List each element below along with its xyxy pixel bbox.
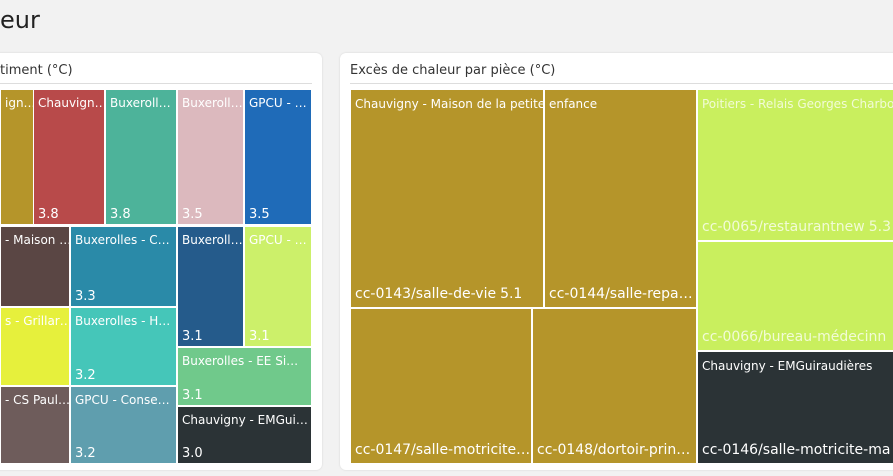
tile-label: Chauvigny - EMGui…: [182, 413, 308, 427]
tile-label-text: cc-0146/salle-motricite-ma: [702, 442, 891, 458]
tile-label-text: cc-0144/salle-repa…: [549, 286, 693, 302]
treemap-tile: cc-0148/dortoir-prin…: [532, 308, 697, 464]
treemap-tile: GPCU - … 3.5: [244, 89, 312, 225]
tile-label: Buxerolles - H…: [75, 314, 171, 328]
treemap-tile: GPCU - Conse… 3.2: [70, 386, 177, 464]
tile-label: GPCU - …: [249, 233, 307, 247]
treemap-tile: cc-0147/salle-motricite…: [350, 308, 532, 464]
tile-label: Buxeroll…: [182, 233, 243, 247]
tile-value: 3.0: [182, 446, 203, 461]
tile-label: GPCU - Conse…: [75, 393, 170, 407]
treemap-tile: cc-0146/salle-motricite-ma: [697, 351, 893, 464]
tile-label: Buxeroll…: [110, 96, 171, 110]
treemap-tile: cc-0143/salle-de-vie 5.1: [350, 89, 544, 308]
tile-label: Buxeroll…: [182, 96, 243, 110]
tile-label: cc-0143/salle-de-vie 5.1: [355, 286, 522, 302]
treemap-tile: cc-0144/salle-repa…: [544, 89, 697, 308]
tile-label: cc-0146/salle-motricite-ma: [702, 442, 890, 458]
tile-label: Buxerolles - EE Si…: [182, 354, 299, 368]
tile-value: 3.1: [249, 329, 270, 344]
page-title: eur: [0, 6, 40, 34]
tile-label: Buxerolles - C…: [75, 233, 170, 247]
tile-label: cc-0144/salle-repa…: [549, 286, 693, 302]
panel: Excès de chaleur par pièce (°C) cc-0143/…: [340, 53, 893, 470]
tile-label: cc-0066/bureau-médecinn: [702, 329, 886, 345]
divider: [0, 83, 312, 84]
tile-value: 3.1: [182, 388, 203, 403]
treemap-tile: cc-0065/restaurantnew 5.3: [697, 89, 893, 241]
tile-label-text: cc-0143/salle-de-vie: [355, 286, 497, 302]
treemap-tile: Chauvigny - EMGui… 3.0: [177, 406, 312, 464]
divider: [350, 83, 893, 84]
group-label: Chauvigny - Maison de la petite enfance: [355, 97, 598, 111]
tile-value: 3.8: [110, 207, 131, 222]
treemap-tile: cc-0066/bureau-médecinn: [697, 241, 893, 351]
treemap-tile: Buxerolles - C… 3.3: [70, 226, 177, 307]
treemap-tile: Buxeroll… 3.8: [105, 89, 177, 225]
treemap-tile: Buxeroll… 3.5: [177, 89, 244, 225]
tile-label-text: cc-0066/bureau-médecinn: [702, 329, 887, 345]
treemap-tile: Chauvign… 3.8: [33, 89, 105, 225]
tile-value: 3.2: [75, 446, 96, 461]
treemap-tile: Buxeroll… 3.1: [177, 226, 244, 347]
tile-label: s - Grillar…: [5, 314, 70, 328]
tile-label: - Maison …: [5, 233, 70, 247]
tile-value: 5.1: [500, 286, 523, 302]
tile-value: 3.5: [249, 207, 270, 222]
tile-value: 3.1: [182, 329, 203, 344]
tile-value: 3.2: [75, 368, 96, 383]
panel-title: timent (°C): [0, 63, 73, 78]
tile-label: GPCU - …: [249, 96, 307, 110]
tile-value: 3.5: [182, 207, 203, 222]
tile-label: ign…: [5, 96, 36, 110]
tile-label: cc-0148/dortoir-prin…: [537, 442, 690, 458]
tile-label-text: cc-0065/restaurantnew: [702, 219, 865, 235]
tile-value: 5.3: [868, 219, 891, 235]
treemap-tile: Buxerolles - EE Si… 3.1: [177, 347, 312, 406]
tile-label: - CS Paul…: [5, 393, 70, 407]
tile-value: 3.3: [75, 289, 96, 304]
tile-label-text: cc-0147/salle-motricite…: [355, 442, 531, 458]
tile-value: 3.8: [38, 207, 59, 222]
panel-title: Excès de chaleur par pièce (°C): [350, 63, 556, 78]
treemap-tile: - Maison …: [0, 226, 70, 307]
group-label: Poitiers - Relais Georges Charbo: [702, 97, 893, 111]
group-label: Chauvigny - EMGuiraudières: [702, 359, 873, 373]
tile-label-text: cc-0148/dortoir-prin…: [537, 442, 691, 458]
panel: timent (°C) ign… Chauvign… 3.8 Buxeroll… 3.8…: [0, 53, 322, 470]
treemap-tile: Buxerolles - H… 3.2: [70, 307, 177, 386]
tile-label: cc-0147/salle-motricite…: [355, 442, 530, 458]
treemap-tile: - CS Paul…: [0, 386, 70, 464]
treemap-tile: GPCU - … 3.1: [244, 226, 312, 347]
tile-label: Chauvign…: [38, 96, 105, 110]
treemap-tile: s - Grillar…: [0, 307, 70, 386]
tile-label: cc-0065/restaurantnew 5.3: [702, 219, 891, 235]
